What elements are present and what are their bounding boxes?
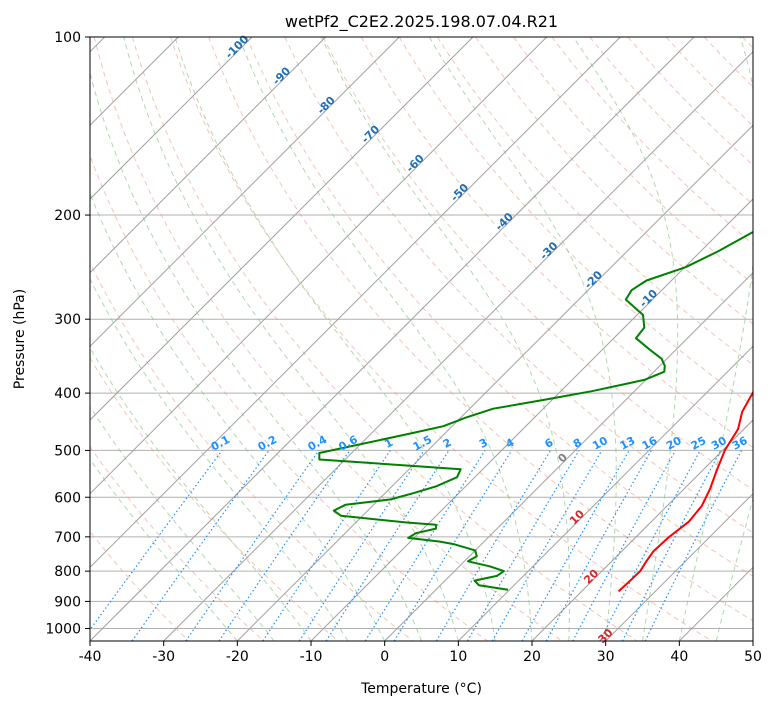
mixing-ratio-line — [364, 450, 486, 641]
x-tick-label: -10 — [300, 649, 323, 665]
y-tick-label: 700 — [54, 530, 81, 546]
mixing-ratio-label: 30 — [709, 434, 729, 453]
mixing-ratio-label: 10 — [590, 434, 610, 453]
isotherm-line — [90, 37, 400, 348]
moist-adiabat — [90, 277, 349, 641]
isotherm-line — [90, 37, 621, 569]
x-tick-label: -30 — [152, 649, 175, 665]
x-tick-label: 40 — [670, 649, 688, 665]
moist-adiabat — [174, 37, 496, 641]
mixing-ratio-line — [325, 450, 450, 641]
y-tick-label: 800 — [54, 564, 81, 580]
isotherm-line — [310, 198, 753, 641]
moist-adiabat — [90, 71, 422, 641]
dry-adiabat — [170, 37, 712, 641]
isotherm-line — [90, 37, 695, 641]
x-tick-label: 0 — [380, 649, 389, 665]
dewpoint-profile — [318, 230, 753, 591]
x-tick-label: 10 — [449, 649, 467, 665]
mixing-ratio-line — [491, 450, 603, 641]
background-lines — [90, 37, 753, 641]
dry-adiabat — [513, 37, 753, 285]
mixing-ratio-label: 13 — [618, 434, 638, 453]
y-tick-label: 1000 — [45, 621, 81, 637]
dry-adiabat — [131, 37, 638, 641]
plot-frame — [89, 36, 754, 642]
moist-adiabat — [428, 37, 617, 641]
dry-adiabat — [246, 37, 753, 577]
mixing-ratio-label: 25 — [689, 434, 709, 453]
mixing-ratio-line — [435, 450, 552, 641]
moist-adiabat — [123, 37, 459, 641]
dry-adiabat — [90, 261, 414, 641]
isotherm-line — [531, 419, 753, 641]
y-axis-label: Pressure (hPa) — [12, 289, 28, 389]
moist-adiabat — [90, 405, 275, 641]
x-tick-label: -20 — [226, 649, 249, 665]
mixing-ratio-line — [90, 450, 223, 631]
y-tick-label: 400 — [54, 386, 81, 402]
isotherm-line — [90, 37, 548, 495]
dry-adiabat — [208, 37, 753, 622]
mixing-ratio-line — [393, 450, 513, 641]
y-tick-label: 300 — [54, 312, 81, 328]
isotherm-line — [163, 50, 753, 641]
grid-layer — [90, 36, 753, 629]
y-tick-label: 100 — [54, 30, 81, 46]
x-tick-label: 30 — [597, 649, 615, 665]
mixing-ratio-line — [218, 450, 351, 641]
dry-adiabat — [90, 445, 264, 641]
mixing-ratio-line — [131, 450, 270, 641]
moist-adiabat — [90, 458, 238, 641]
y-tick-label: 900 — [54, 594, 81, 610]
isotherm-line — [90, 37, 474, 421]
mixing-ratio-line — [521, 450, 630, 641]
mixing-ratio-line — [572, 450, 677, 641]
moist-adiabat — [90, 192, 386, 641]
moist-adiabat — [572, 37, 679, 641]
dry-adiabat — [398, 37, 753, 407]
x-tick-label: 50 — [744, 649, 762, 665]
moist-adiabat — [238, 37, 533, 641]
dry-adiabat — [475, 37, 753, 325]
dry-adiabat — [90, 530, 190, 641]
isotherm-line — [90, 37, 327, 274]
temperature-profile — [617, 390, 753, 592]
mixing-ratio-label: 36 — [730, 434, 750, 453]
moist-adiabat — [320, 37, 571, 641]
moist-adiabat — [90, 346, 312, 641]
isotherm-line — [90, 37, 253, 200]
y-tick-label: 200 — [54, 208, 81, 224]
dry-adiabat — [436, 37, 753, 366]
mixing-ratio-line — [466, 450, 580, 641]
mixing-ratio-label: 20 — [664, 434, 684, 453]
axes: -40 -30 -20 -10 0 10 20 30 40 50 100 200 300 400 500 60… — [45, 30, 762, 665]
x-axis-label: Temperature (°C) — [360, 681, 482, 697]
isotherm-line — [457, 345, 753, 641]
chart-title: wetPf2_C2E2.2025.198.07.04.R21 — [285, 12, 558, 32]
y-tick-label: 600 — [54, 490, 81, 506]
y-tick-label: 500 — [54, 443, 81, 459]
x-tick-label: -40 — [79, 649, 102, 665]
isotherm-line — [384, 271, 753, 641]
x-tick-label: 20 — [523, 649, 541, 665]
isotherm-line — [236, 124, 753, 641]
dry-adiabat — [627, 37, 753, 166]
dry-adiabat — [589, 37, 753, 205]
isotherm-line — [605, 492, 753, 641]
mixing-ratio-label: 16 — [640, 434, 660, 453]
dry-adiabat — [360, 37, 753, 449]
data-series — [318, 230, 753, 592]
mixing-ratio-line — [545, 450, 652, 641]
